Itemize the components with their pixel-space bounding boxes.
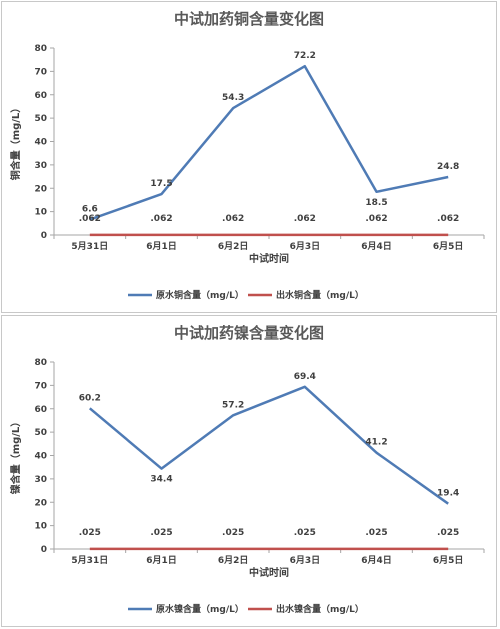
copper-chart-panel: 中试加药铜含量变化图 0 10 20 30 40 50 60 70 80 5月31日 6月1日 6月2日… xyxy=(1,1,497,313)
x-tick-label: 6月2日 xyxy=(218,555,249,566)
y-axis-title: 铜含量（mg/L） xyxy=(9,103,22,181)
data-label: 6.6 xyxy=(82,205,98,215)
y-tick-label: 80 xyxy=(34,358,47,368)
data-label: .025 xyxy=(79,528,101,538)
nickel-chart: 中试加药镍含量变化图 0 10 20 30 40 50 60 70 80 5月31日 6月1日 6月2日… xyxy=(9,324,485,615)
data-label: .025 xyxy=(437,528,459,538)
data-label: 18.5 xyxy=(365,198,387,208)
data-label: .062 xyxy=(79,214,101,224)
series-line-1 xyxy=(88,385,449,505)
y-tick-label: 10 xyxy=(34,522,47,532)
y-tick-label: 60 xyxy=(34,91,47,101)
legend-label-2: 出水铜含量（mg/L） xyxy=(276,289,364,301)
y-tick-label: 10 xyxy=(34,208,47,218)
y-tick-label: 0 xyxy=(41,545,47,555)
y-tick-label: 60 xyxy=(34,405,47,415)
x-axis-title: 中试时间 xyxy=(249,566,289,579)
data-label: .062 xyxy=(222,214,244,224)
legend-label-1: 原水铜含量（mg/L） xyxy=(156,289,244,301)
y-tick-label: 70 xyxy=(34,381,47,391)
y-tick-label: 50 xyxy=(34,428,47,438)
data-label: 19.4 xyxy=(437,489,459,499)
y-tick-label: 80 xyxy=(34,44,47,54)
x-tick-label: 6月3日 xyxy=(290,555,321,566)
data-label: .025 xyxy=(222,528,244,538)
y-tick-label: 30 xyxy=(34,475,47,485)
x-tick-label: 6月1日 xyxy=(146,555,177,566)
x-tick-label: 6月4日 xyxy=(361,555,392,566)
series-line-1 xyxy=(89,64,449,221)
data-label: 57.2 xyxy=(222,400,244,410)
data-label: .062 xyxy=(365,214,387,224)
data-label: 69.4 xyxy=(294,372,316,382)
data-label: .025 xyxy=(150,528,172,538)
y-tick-label: 40 xyxy=(34,138,47,148)
data-label: .025 xyxy=(294,528,316,538)
x-tick-label: 6月5日 xyxy=(433,241,464,252)
copper-chart: 中试加药铜含量变化图 0 10 20 30 40 50 60 70 80 5月31日 6月1日 6月2日… xyxy=(9,10,485,301)
data-label: 72.2 xyxy=(294,51,316,61)
chart-title: 中试加药铜含量变化图 xyxy=(174,10,324,28)
data-label: .062 xyxy=(437,214,459,224)
data-label: 54.3 xyxy=(222,93,244,103)
data-label: .062 xyxy=(150,214,172,224)
x-tick-label: 6月3日 xyxy=(290,241,321,252)
data-label: 34.4 xyxy=(150,475,172,485)
y-axis-title: 镍含量（mg/L） xyxy=(9,417,22,495)
data-label: 41.2 xyxy=(365,438,387,448)
x-tick-label: 6月2日 xyxy=(218,241,249,252)
y-tick-label: 30 xyxy=(34,161,47,171)
chart-title: 中试加药镍含量变化图 xyxy=(174,324,324,342)
x-tick-label: 5月31日 xyxy=(71,555,108,566)
y-tick-label: 20 xyxy=(34,498,47,508)
data-label: 24.8 xyxy=(437,162,459,172)
data-label: .062 xyxy=(294,214,316,224)
legend-label-2: 出水镍含量（mg/L） xyxy=(276,603,364,615)
x-axis-title: 中试时间 xyxy=(249,252,289,265)
x-tick-label: 6月1日 xyxy=(146,241,177,252)
x-tick-label: 6月5日 xyxy=(433,555,464,566)
nickel-chart-panel: 中试加药镍含量变化图 0 10 20 30 40 50 60 70 80 5月31日 6月1日 6月2日… xyxy=(1,315,497,627)
data-label: 17.5 xyxy=(150,179,172,189)
y-tick-label: 40 xyxy=(34,452,47,462)
data-label: .025 xyxy=(365,528,387,538)
y-tick-label: 50 xyxy=(34,114,47,124)
y-tick-label: 0 xyxy=(41,231,47,241)
y-tick-label: 70 xyxy=(34,67,47,77)
data-label: 60.2 xyxy=(79,393,101,403)
legend-label-1: 原水镍含量（mg/L） xyxy=(156,603,244,615)
y-tick-label: 20 xyxy=(34,184,47,194)
x-tick-label: 6月4日 xyxy=(361,241,392,252)
x-tick-label: 5月31日 xyxy=(71,241,108,252)
